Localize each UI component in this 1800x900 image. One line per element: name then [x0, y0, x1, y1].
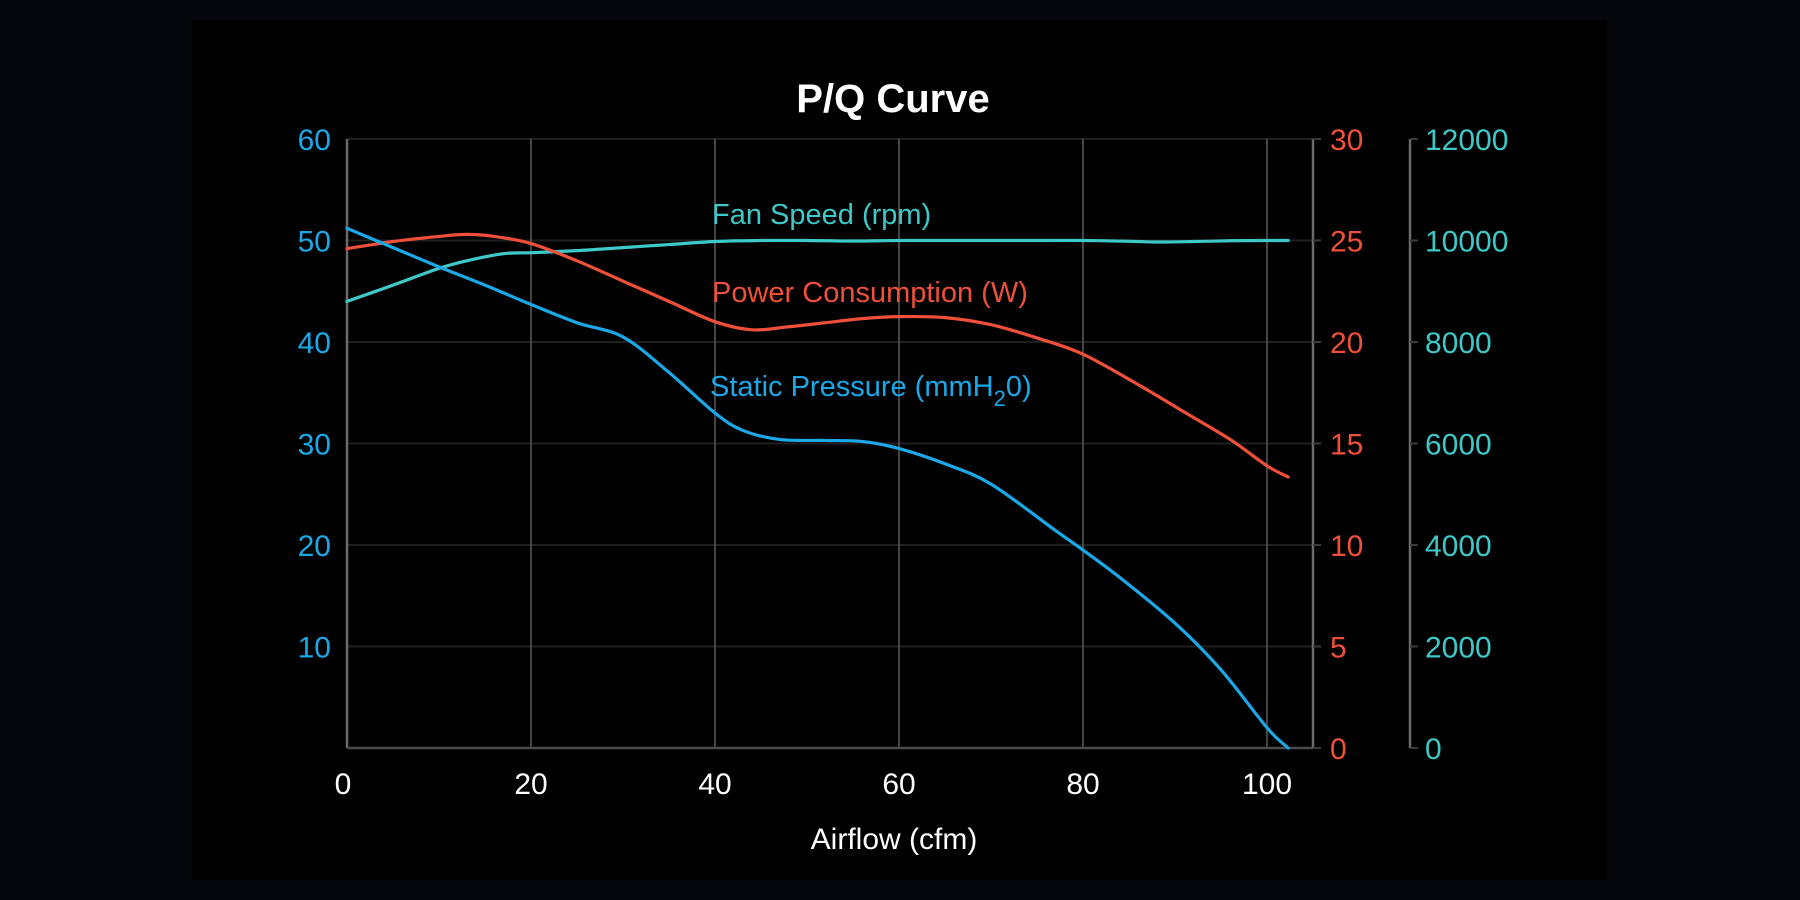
third-tick-label: 8000: [1425, 327, 1492, 360]
right-tick-label: 15: [1330, 429, 1363, 462]
series-label-static-pressure-main: Static Pressure (mmH: [710, 371, 994, 403]
right-tick-label: 0: [1330, 733, 1347, 766]
left-tick-label: 20: [298, 530, 331, 563]
third-tick-label: 0: [1425, 733, 1442, 766]
series-labels: Fan Speed (rpm) Power Consumption (W) St…: [710, 199, 1032, 411]
x-tick-label: 40: [698, 768, 731, 801]
x-tick-label: 20: [514, 768, 547, 801]
series-lines: [345, 226, 1290, 750]
third-tick-label: 6000: [1425, 429, 1492, 462]
series-line-power: [345, 232, 1290, 479]
left-tick-label: 60: [298, 124, 331, 157]
left-tick-label: 50: [298, 226, 331, 259]
third-tick-label: 10000: [1425, 226, 1508, 259]
left-tick-label: 40: [298, 327, 331, 360]
series-label-fan-speed: Fan Speed (rpm): [712, 199, 931, 231]
chart-title: P/Q Curve: [796, 77, 989, 121]
x-tick-label: 100: [1242, 768, 1292, 801]
x-tick-label: 0: [335, 768, 352, 801]
third-tick-label: 2000: [1425, 632, 1492, 665]
x-tick-label: 60: [882, 768, 915, 801]
x-axis-label: Airflow (cfm): [811, 823, 978, 856]
right-tick-label: 25: [1330, 226, 1363, 259]
series-label-static-pressure: Static Pressure (mmH20): [710, 371, 1032, 411]
series-label-power: Power Consumption (W): [712, 277, 1028, 309]
right-tick-label: 5: [1330, 632, 1347, 665]
tick-labels: 0 20 40 60 80 100 10 20 30 40 50 60 0 5 10 15 20 25 30 0 200…: [298, 124, 1509, 801]
right-tick-label: 30: [1330, 124, 1363, 157]
third-tick-label: 4000: [1425, 530, 1492, 563]
right-tick-label: 20: [1330, 327, 1363, 360]
series-label-static-pressure-subscript: 2: [994, 386, 1006, 411]
left-tick-label: 10: [298, 632, 331, 665]
right-tick-label: 10: [1330, 530, 1363, 563]
left-tick-label: 30: [298, 429, 331, 462]
x-tick-label: 80: [1066, 768, 1099, 801]
series-line-static-pressure: [345, 226, 1290, 750]
series-line-fan-speed: [345, 238, 1290, 303]
series-label-static-pressure-tail: 0): [1006, 371, 1032, 403]
third-tick-label: 12000: [1425, 124, 1508, 157]
